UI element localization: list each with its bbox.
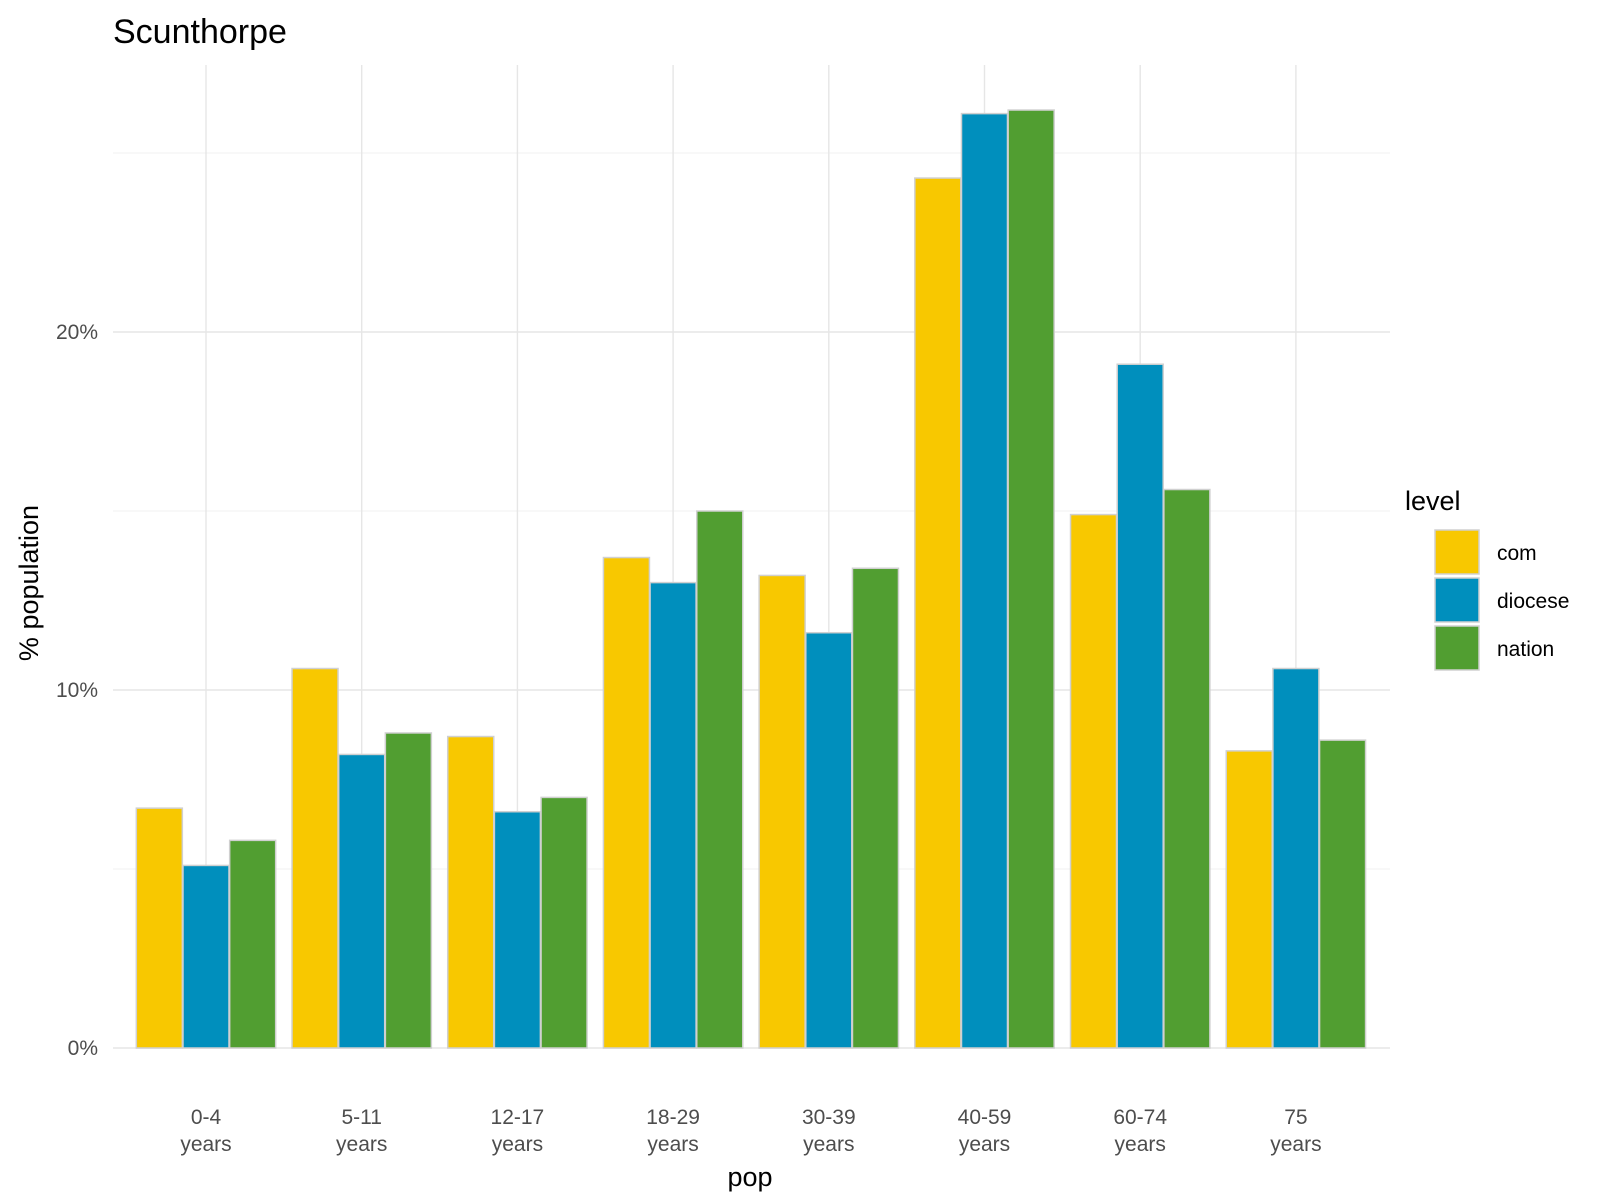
legend-items: com diocese nation — [1434, 529, 1569, 671]
chart-title: Scunthorpe — [113, 13, 287, 51]
bar-diocese — [493, 810, 542, 1049]
x-axis-title: pop — [727, 1162, 772, 1192]
y-axis-tick-labels: 0% 10% 20% — [56, 321, 98, 1060]
x-tick-label: years — [1270, 1133, 1321, 1156]
bar-com — [914, 177, 962, 1049]
x-tick-label: 40-59 — [958, 1106, 1012, 1129]
x-tick-label: 30-39 — [802, 1106, 856, 1129]
x-tick-label: 60-74 — [1113, 1106, 1167, 1129]
legend-label-diocese: diocese — [1497, 590, 1569, 613]
y-axis-title: % population — [14, 505, 44, 661]
bar-diocese — [182, 864, 230, 1049]
bar-nation — [540, 796, 588, 1049]
bars — [135, 109, 1367, 1049]
bar-com — [446, 735, 495, 1049]
bar-diocese — [649, 581, 697, 1049]
bar-nation — [228, 839, 277, 1049]
y-tick-label: 10% — [56, 679, 98, 702]
bar-diocese — [337, 753, 386, 1049]
bar-diocese — [1116, 363, 1164, 1049]
legend-label-com: com — [1497, 542, 1537, 565]
x-tick-label: years — [647, 1133, 698, 1156]
y-tick-label: 20% — [56, 321, 98, 344]
bar-nation — [1007, 109, 1055, 1049]
bar-com — [291, 667, 339, 1049]
legend: level com diocese nation — [1405, 486, 1569, 671]
x-tick-label: 18-29 — [646, 1106, 700, 1129]
x-axis-tick-labels: 0-4 years 5-11 years 12-17 years 18-29 years 30-… — [180, 1106, 1321, 1156]
bar-nation — [696, 510, 744, 1049]
legend-title: level — [1405, 486, 1461, 516]
x-tick-label: 12-17 — [491, 1106, 545, 1129]
bar-com — [135, 807, 184, 1049]
legend-label-nation: nation — [1497, 638, 1554, 661]
bar-nation — [1318, 739, 1367, 1049]
bar-diocese — [960, 112, 1009, 1049]
x-tick-label: years — [959, 1133, 1010, 1156]
x-tick-label: 75 — [1284, 1106, 1307, 1129]
bar-com — [602, 556, 651, 1049]
x-tick-label: years — [1115, 1133, 1166, 1156]
x-tick-label: 5-11 — [341, 1106, 381, 1129]
legend-swatch-diocese — [1434, 577, 1480, 623]
x-tick-label: years — [180, 1133, 231, 1156]
x-tick-label: years — [492, 1133, 543, 1156]
x-tick-label: years — [336, 1133, 387, 1156]
bar-diocese — [1272, 667, 1320, 1049]
bar-diocese — [805, 631, 853, 1049]
bar-nation — [1163, 488, 1211, 1049]
x-tick-label: years — [803, 1133, 854, 1156]
bar-com — [1225, 750, 1273, 1049]
y-tick-label: 0% — [68, 1037, 98, 1060]
legend-swatch-com — [1434, 529, 1480, 575]
x-tick-label: 0-4 — [191, 1106, 222, 1129]
bar-com — [758, 574, 806, 1049]
bar-com — [1069, 513, 1118, 1049]
bar-nation — [851, 567, 900, 1049]
bar-nation — [384, 732, 433, 1049]
legend-swatch-nation — [1434, 625, 1480, 671]
